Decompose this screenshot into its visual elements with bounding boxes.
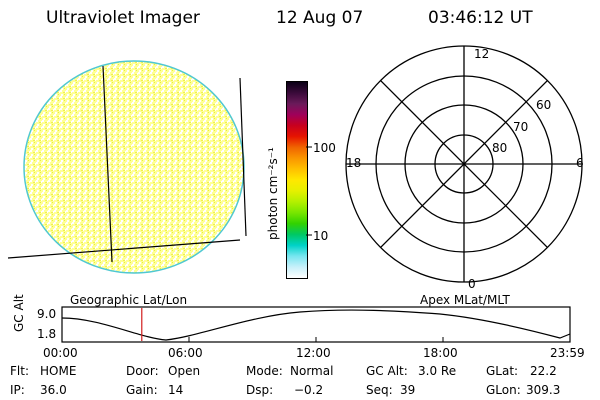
uv-image-disk bbox=[23, 60, 245, 274]
glat-label: GLat: bbox=[486, 364, 519, 378]
mlt-label-18: 18 bbox=[346, 156, 362, 170]
mode-value: Normal bbox=[290, 364, 334, 378]
gain-value: 14 bbox=[168, 383, 184, 397]
glat-value: 22.2 bbox=[530, 364, 557, 378]
dsp-value: −0.2 bbox=[294, 383, 324, 397]
timeline-xtick-label: 06:00 bbox=[168, 346, 203, 360]
colorbar-ticks bbox=[306, 146, 312, 236]
geo-coastline bbox=[102, 65, 113, 263]
timeline-ytick-top: 9.0 bbox=[37, 307, 57, 321]
gcalt-value: 3.0 Re bbox=[418, 364, 457, 378]
timeline-xtick-label: 00:00 bbox=[43, 346, 78, 360]
timeline-xtick-label: 12:00 bbox=[296, 346, 331, 360]
geo-coastline bbox=[7, 239, 241, 259]
altitude-curve bbox=[61, 309, 571, 341]
apex-caption: Apex MLat/MLT bbox=[420, 293, 510, 307]
geo-caption: Geographic Lat/Lon bbox=[70, 293, 188, 307]
timeline-ylabel: GC Alt bbox=[12, 294, 26, 332]
ip-value: 36.0 bbox=[40, 383, 67, 397]
mlt-label-6: 6 bbox=[576, 156, 584, 170]
lat-label-60: 60 bbox=[536, 98, 552, 112]
gcalt-label: GC Alt: bbox=[366, 364, 408, 378]
seq-value: 39 bbox=[400, 383, 416, 397]
lat-label-80: 80 bbox=[492, 141, 508, 155]
polar-diagonal bbox=[380, 80, 548, 248]
timeline-xtick-label: 23:59 bbox=[550, 346, 585, 360]
colorbar-tick-100: 100 bbox=[313, 141, 336, 155]
timeline-ytick-bottom: 1.8 bbox=[37, 327, 57, 341]
dsp-label: Dsp: bbox=[246, 383, 274, 397]
glon-label: GLon: bbox=[486, 383, 521, 397]
glon-value: 309.3 bbox=[526, 383, 561, 397]
seq-label: Seq: bbox=[366, 383, 393, 397]
mlt-label-12: 12 bbox=[474, 47, 490, 61]
mode-label: Mode: bbox=[246, 364, 283, 378]
colorbar-tick-10: 10 bbox=[313, 229, 329, 243]
geo-coastline bbox=[239, 77, 247, 237]
door-label: Door: bbox=[126, 364, 159, 378]
door-value: Open bbox=[168, 364, 201, 378]
timeline-xtick-label: 18:00 bbox=[423, 346, 458, 360]
ip-label: IP: bbox=[10, 383, 25, 397]
colorbar-gradient bbox=[287, 82, 307, 278]
app-title: Ultraviolet Imager bbox=[46, 8, 200, 28]
gain-label: Gain: bbox=[126, 383, 158, 397]
date-label: 12 Aug 07 bbox=[276, 8, 364, 28]
flt-value: HOME bbox=[40, 364, 77, 378]
timeline-frame bbox=[61, 306, 571, 343]
flt-label: Flt: bbox=[10, 364, 29, 378]
time-label: 03:46:12 UT bbox=[428, 8, 533, 28]
mlt-label-0: 0 bbox=[468, 277, 476, 291]
lat-label-70: 70 bbox=[513, 120, 529, 134]
colorbar bbox=[286, 81, 308, 279]
